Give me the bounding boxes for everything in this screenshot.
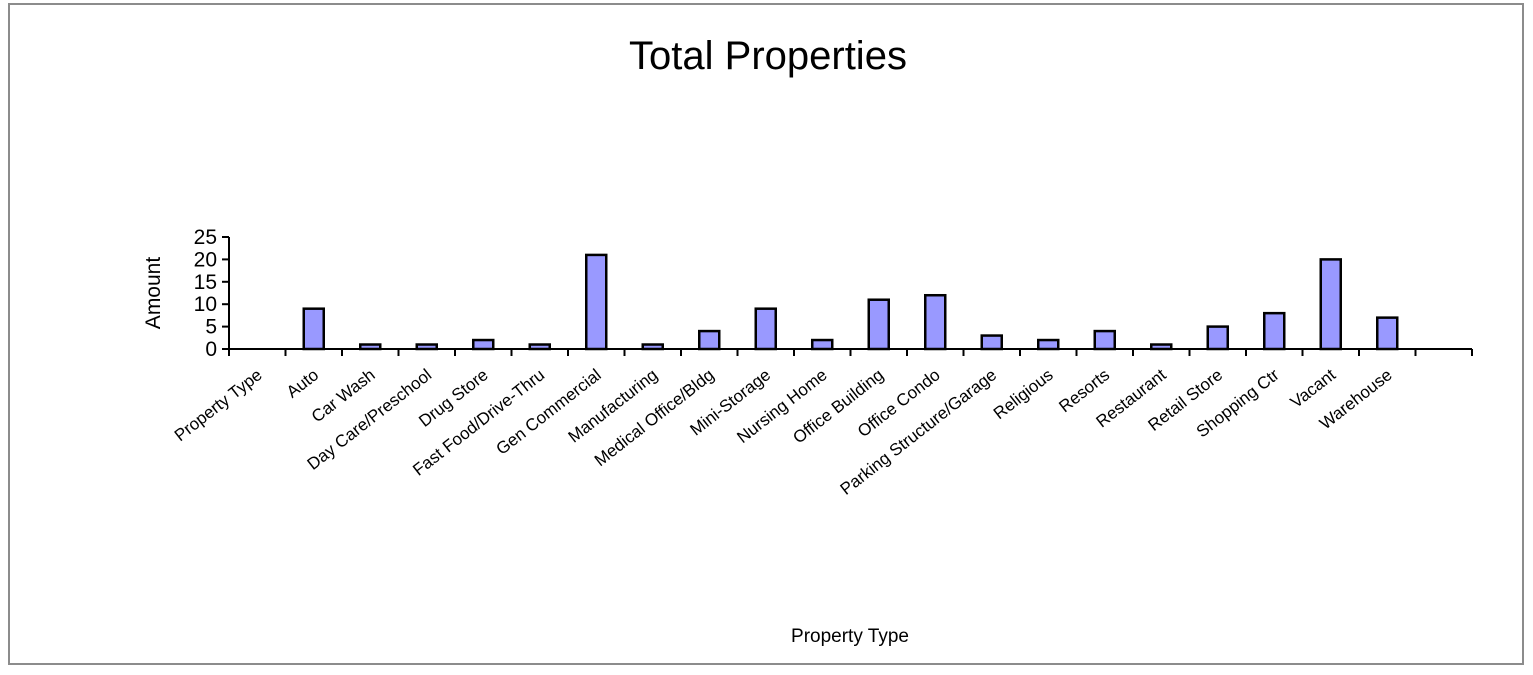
y-tick-label: 5 bbox=[205, 316, 217, 339]
bar bbox=[585, 253, 608, 351]
y-tick-label: 20 bbox=[194, 248, 217, 271]
bar bbox=[472, 338, 495, 351]
bar bbox=[1037, 338, 1060, 351]
bar bbox=[754, 307, 777, 351]
bar bbox=[1263, 311, 1286, 351]
chart-title: Total Properties bbox=[629, 34, 907, 78]
bar bbox=[1093, 329, 1116, 351]
category-label: Auto bbox=[283, 365, 322, 402]
bar bbox=[1206, 325, 1229, 351]
y-tick-label: 10 bbox=[194, 293, 217, 316]
bar bbox=[811, 338, 834, 351]
bar bbox=[924, 293, 947, 351]
y-tick-label: 15 bbox=[194, 271, 217, 294]
bar bbox=[1376, 316, 1399, 351]
x-axis-title: Property Type bbox=[791, 626, 909, 647]
category-label: Property Type bbox=[171, 365, 266, 445]
y-axis-label-text: Amount bbox=[142, 257, 165, 330]
bar bbox=[1319, 258, 1342, 351]
category-label: Gen Commercial bbox=[493, 365, 605, 458]
y-tick-label: 0 bbox=[205, 338, 217, 361]
bars bbox=[302, 253, 1399, 351]
bar bbox=[302, 307, 325, 351]
axes bbox=[228, 237, 1473, 356]
y-tick-label: 25 bbox=[194, 226, 217, 249]
bar bbox=[980, 334, 1003, 351]
category-label: Vacant bbox=[1287, 365, 1340, 412]
y-axis-label: Amount bbox=[142, 257, 165, 330]
category-label: Religious bbox=[990, 365, 1057, 423]
bar bbox=[867, 298, 890, 351]
bar bbox=[698, 329, 721, 351]
